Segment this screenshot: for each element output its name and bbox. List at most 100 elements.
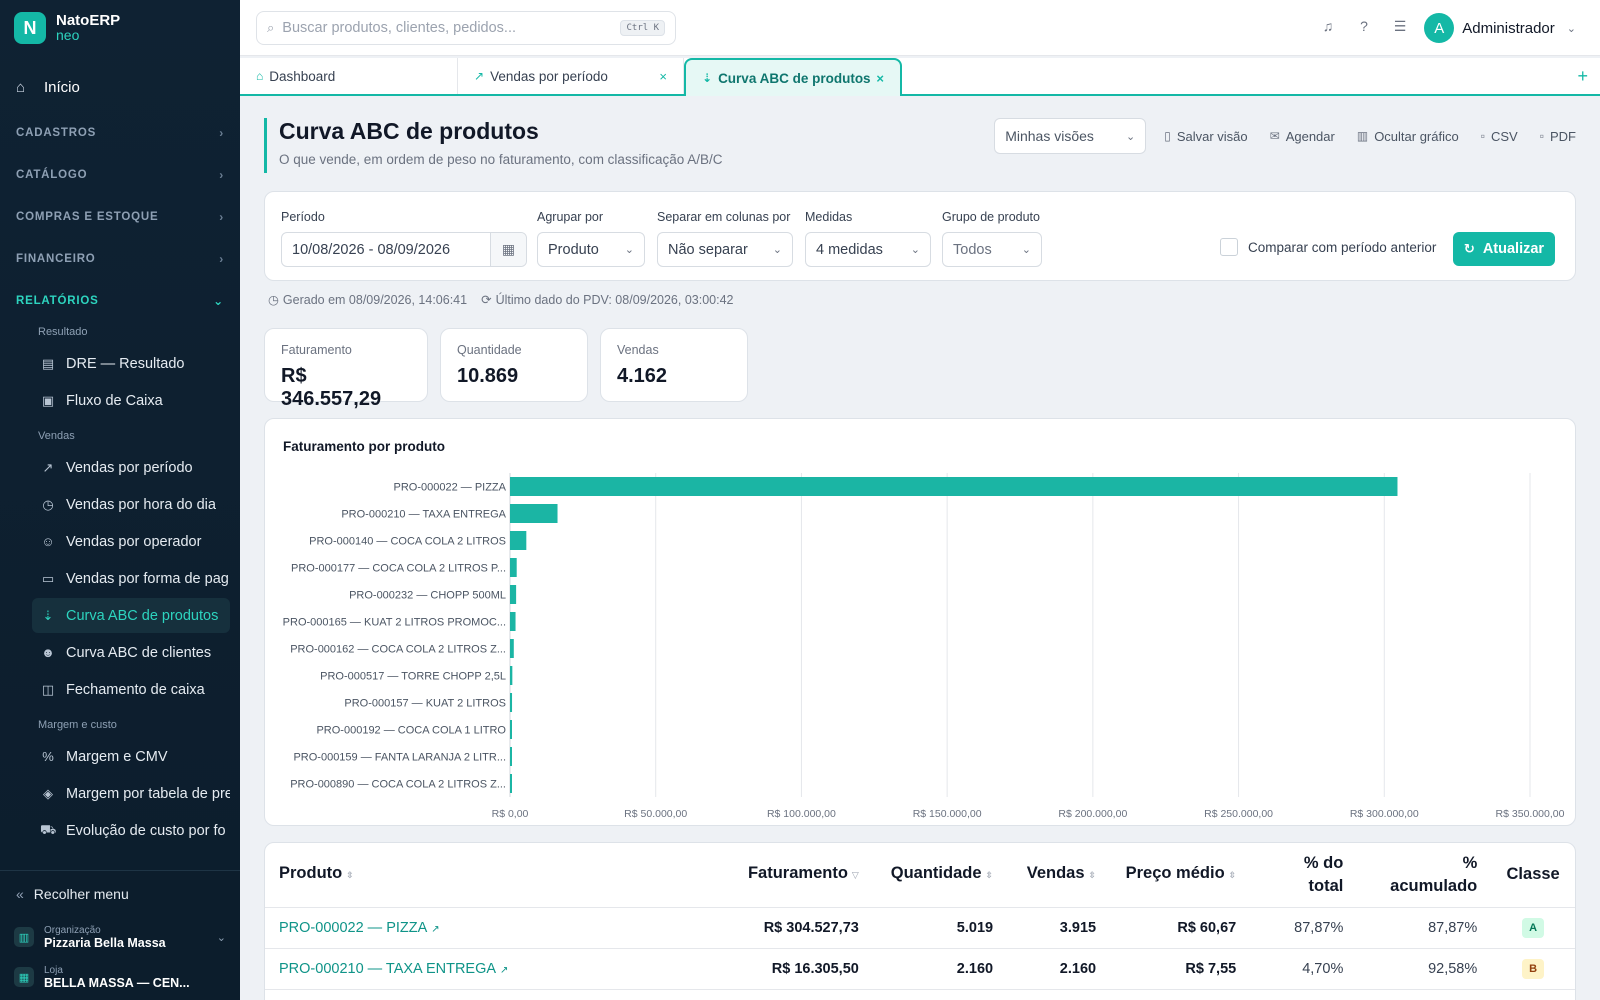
col-pct-total[interactable]: % do total <box>1250 843 1358 908</box>
sidebar-item-label: Vendas por período <box>66 459 193 476</box>
save-view-label: Salvar visão <box>1176 128 1248 144</box>
last-pdv-data: ⟳ Último dado do PDV: 08/09/2026, 03:00:4… <box>481 292 733 307</box>
chart-bar <box>510 531 527 550</box>
chevron-down-icon: ⌄ <box>1125 130 1136 143</box>
sidebar-item-fechamento-caixa[interactable]: ◫ Fechamento de caixa <box>32 672 230 707</box>
calendar-icon[interactable]: ▦ <box>490 233 526 266</box>
search-shortcut-hint: Ctrl K <box>620 20 665 36</box>
period-date-range[interactable]: 10/08/2026 - 08/09/2026 ▦ <box>281 232 527 267</box>
chart-category-label: PRO-000157 — KUAT 2 LITROS <box>344 698 506 710</box>
sidebar-item-vendas-forma-pag[interactable]: ▭ Vendas por forma de pag <box>32 561 230 596</box>
brand[interactable]: N NatoERP neo <box>0 0 240 56</box>
file-icon: ▫ <box>1480 129 1485 143</box>
sidebar-item-evolucao-custo[interactable]: ⛟ Evolução de custo por fo <box>32 813 230 848</box>
store-selector[interactable]: ▦ Loja BELLA MASSA — CEN... <box>0 957 240 997</box>
sidebar-item-vendas-hora[interactable]: ◷ Vendas por hora do dia <box>32 487 230 522</box>
col-vendas[interactable]: Vendas ⇳ <box>1007 843 1111 908</box>
chart-category-label: PRO-000177 — COCA COLA 2 LITROS P... <box>291 563 506 575</box>
global-search[interactable]: ⌕ Buscar produtos, clientes, pedidos... … <box>256 11 676 45</box>
sidebar-item-curva-abc-produtos[interactable]: ⇣ Curva ABC de produtos <box>32 598 230 633</box>
chart-bar <box>510 504 558 523</box>
col-preco-medio[interactable]: Preço médio ⇳ <box>1110 843 1251 908</box>
sidebar-item-curva-abc-clientes[interactable]: ☻ Curva ABC de clientes <box>32 635 230 670</box>
compare-previous-checkbox[interactable]: Comparar com período anterior <box>1220 238 1436 256</box>
help-icon[interactable]: ? <box>1360 18 1368 34</box>
nav-section-cadastros[interactable]: CADASTROS › <box>0 112 240 154</box>
group-by-value: Produto <box>548 241 599 258</box>
search-input[interactable]: Buscar produtos, clientes, pedidos... <box>282 20 517 36</box>
filters-panel: Período 10/08/2026 - 08/09/2026 ▦ Agrupa… <box>264 191 1576 281</box>
product-link[interactable]: PRO-000210 — TAXA ENTREGA ↗ <box>265 948 719 990</box>
nav-section-compras[interactable]: COMPRAS E ESTOQUE › <box>0 196 240 238</box>
table-row: PRO-000022 — PIZZA ↗ R$ 304.527,73 5.019 … <box>265 907 1575 949</box>
tab-vendas-periodo[interactable]: ↗ Vendas por período × <box>458 58 684 94</box>
close-icon[interactable]: × <box>876 70 884 86</box>
save-view-button[interactable]: ▯ Salvar visão <box>1164 129 1247 144</box>
export-csv-button[interactable]: ▫ CSV <box>1481 129 1518 144</box>
chart-bar <box>510 477 1398 496</box>
saved-views-select[interactable]: Minhas visões ⌄ <box>994 118 1147 154</box>
product-group-label: Grupo de produto <box>942 210 1040 224</box>
bell-icon[interactable]: ♫ <box>1322 18 1334 34</box>
hide-chart-label: Ocultar gráfico <box>1374 128 1459 144</box>
chart-bar <box>510 774 512 793</box>
group-by-select[interactable]: Produto ⌄ <box>537 232 645 267</box>
organization-selector[interactable]: ▥ Organização Pizzaria Bella Massa ⌄ <box>0 917 240 957</box>
product-group-select[interactable]: Todos ⌄ <box>942 232 1042 267</box>
kpi-label: Vendas <box>617 343 659 357</box>
hide-chart-button[interactable]: ▥ Ocultar gráfico <box>1357 129 1459 144</box>
chevron-right-icon: › <box>219 168 224 182</box>
split-columns-select[interactable]: Não separar ⌄ <box>657 232 793 267</box>
nav-section-financeiro[interactable]: FINANCEIRO › <box>0 238 240 280</box>
nav-section-catalogo[interactable]: CATÁLOGO › <box>0 154 240 196</box>
nav-home[interactable]: ⌂ Início <box>0 70 240 104</box>
sidebar-item-dre[interactable]: ▤ DRE — Resultado <box>32 346 230 381</box>
chart-bar <box>510 558 517 577</box>
col-quantidade[interactable]: Quantidade ⇳ <box>872 843 1008 908</box>
sidebar-item-margem-tabela[interactable]: ◈ Margem por tabela de pre <box>32 776 230 811</box>
sidebar-item-label: Margem por tabela de pre <box>66 785 230 802</box>
bar-chart-icon: ▥ <box>1356 129 1369 143</box>
col-label: Faturamento <box>747 864 848 883</box>
sidebar-item-margem-cmv[interactable]: % Margem e CMV <box>32 739 230 774</box>
product-group-value: Todos <box>953 241 992 258</box>
tab-dashboard[interactable]: ⌂ Dashboard <box>240 58 458 94</box>
sidebar-item-vendas-operador[interactable]: ☺ Vendas por operador <box>32 524 230 559</box>
cell-pct-acumulado: 87,87% <box>1357 907 1492 949</box>
chart-tick-label: R$ 200.000,00 <box>1058 808 1127 820</box>
register-icon: ▤ <box>41 355 55 371</box>
cell-classe: B <box>1491 948 1575 990</box>
sync-icon: ⟳ <box>481 293 492 307</box>
user-menu[interactable]: A Administrador ⌄ <box>1424 13 1576 43</box>
schedule-button[interactable]: ✉ Agendar <box>1270 129 1335 144</box>
nav-section-relatorios[interactable]: RELATÓRIOS ⌄ <box>0 280 240 322</box>
line-chart-icon: ↗ <box>474 69 485 83</box>
sidebar-item-vendas-periodo[interactable]: ↗ Vendas por período <box>32 450 230 485</box>
table-row: PRO-000210 — TAXA ENTREGA ↗ R$ 16.305,50 … <box>265 948 1575 990</box>
col-pct-acumulado[interactable]: % acumulado <box>1357 843 1492 908</box>
avatar: A <box>1424 13 1455 43</box>
col-produto[interactable]: Produto ⇳ <box>265 843 719 908</box>
settings-sliders-icon[interactable]: ☰ <box>1393 18 1407 34</box>
sort-desc-icon: ⇣ <box>702 71 713 85</box>
cell-faturamento: R$ 16.305,50 <box>718 948 873 990</box>
close-icon[interactable]: × <box>659 68 667 84</box>
collapse-menu-button[interactable]: « Recolher menu <box>0 871 240 917</box>
home-icon: ⌂ <box>256 69 264 83</box>
sidebar-item-label: Fechamento de caixa <box>66 681 205 698</box>
col-faturamento[interactable]: Faturamento ▽ <box>718 843 873 908</box>
export-pdf-button[interactable]: ▫ PDF <box>1540 129 1576 144</box>
measures-select[interactable]: 4 medidas ⌄ <box>805 232 931 267</box>
update-button[interactable]: ↻ Atualizar <box>1453 232 1555 266</box>
col-label: Preço médio <box>1125 864 1225 883</box>
chart-category-label: PRO-000162 — COCA COLA 2 LITROS Z... <box>290 644 506 656</box>
credit-card-icon: ▭ <box>41 570 55 586</box>
product-link[interactable]: PRO-000022 — PIZZA ↗ <box>265 907 719 949</box>
period-label: Período <box>281 210 325 224</box>
tab-curva-abc-produtos[interactable]: ⇣ Curva ABC de produtos × <box>684 58 902 96</box>
sidebar-item-fluxo-caixa[interactable]: ▣ Fluxo de Caixa <box>32 383 230 418</box>
checkbox[interactable] <box>1220 238 1238 256</box>
col-classe[interactable]: Classe <box>1491 843 1575 908</box>
split-columns-value: Não separar <box>668 241 748 258</box>
add-tab-icon[interactable]: + <box>1577 66 1588 86</box>
